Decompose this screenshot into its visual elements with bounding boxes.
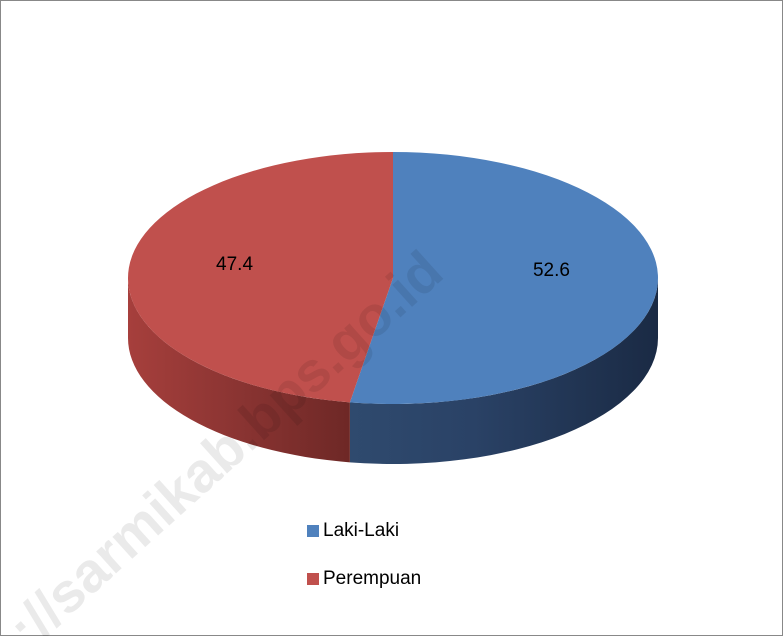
data-label: 52.6 — [533, 260, 570, 281]
pie: 52.6 47.4 — [127, 152, 658, 464]
legend-label: Laki-Laki — [323, 520, 399, 541]
pie-slice — [349, 152, 658, 404]
legend: Laki-Laki Perempuan — [307, 520, 421, 589]
legend-swatch — [307, 525, 319, 537]
legend-label: Perempuan — [323, 568, 421, 589]
legend-swatch — [307, 573, 319, 585]
pie-side — [128, 278, 350, 463]
pie-side — [349, 278, 658, 464]
pie-slice — [127, 152, 394, 403]
data-label: 47.4 — [216, 254, 253, 275]
